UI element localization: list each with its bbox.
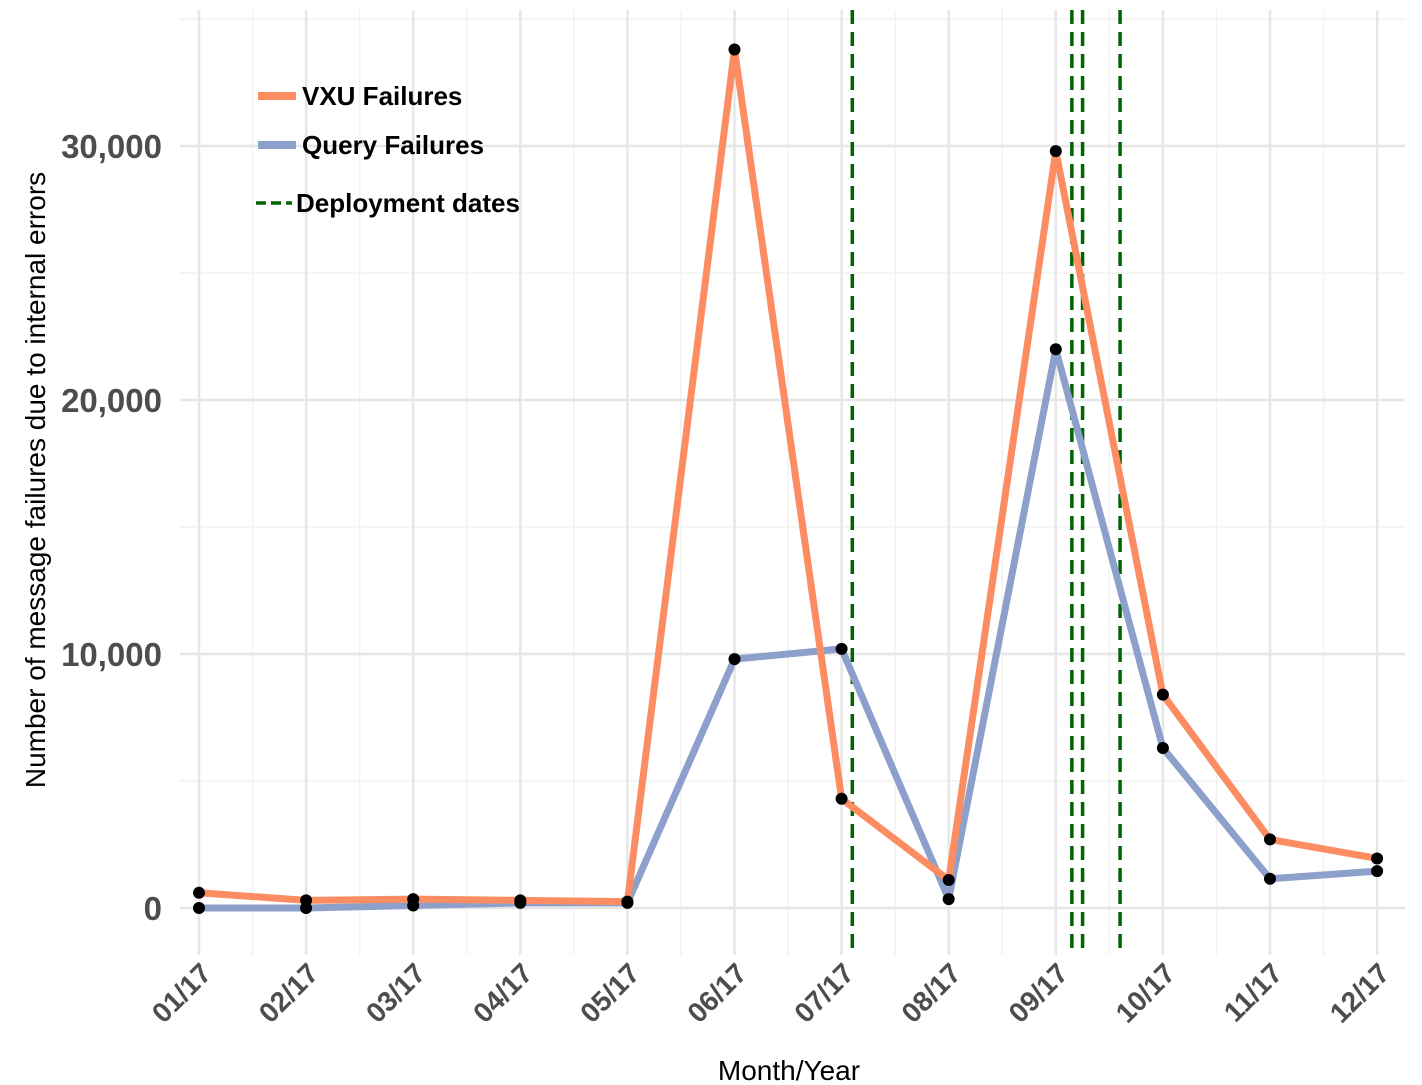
data-point-query: [300, 902, 313, 914]
data-point-query: [1264, 872, 1276, 885]
data-point-query: [1156, 741, 1169, 754]
x-tick-label: 09/17: [1003, 957, 1074, 1028]
x-tick-label: 03/17: [360, 957, 431, 1028]
series-lines: [195, 45, 1381, 912]
legend-label-deployment: Deployment dates: [296, 188, 520, 218]
data-points: [193, 43, 1384, 914]
y-tick-label: 10,000: [61, 636, 162, 673]
data-point-vxu: [193, 886, 205, 899]
data-point-vxu: [942, 874, 955, 887]
data-point-vxu: [1156, 688, 1169, 701]
data-point-query: [835, 642, 848, 655]
data-point-query: [1049, 343, 1062, 356]
data-point-vxu: [1264, 833, 1276, 846]
legend-label-query: Query Failures: [302, 130, 484, 160]
x-tick-label: 04/17: [467, 957, 538, 1028]
y-tick-label: 30,000: [61, 128, 162, 165]
y-axis-title: Number of message failures due to intern…: [20, 172, 51, 788]
data-point-query: [621, 896, 634, 909]
x-tick-label: 06/17: [681, 957, 752, 1028]
x-tick-label: 05/17: [574, 957, 645, 1028]
data-point-vxu: [1371, 852, 1384, 865]
data-point-vxu: [728, 43, 741, 56]
y-tick-label: 0: [144, 890, 162, 927]
data-point-vxu: [835, 792, 848, 805]
x-tick-label: 12/17: [1324, 957, 1395, 1028]
x-axis-ticks: 01/17 02/17 03/17 04/17 05/17 06/17 07/17 08/17…: [146, 957, 1396, 1028]
x-tick-label: 10/17: [1110, 957, 1181, 1028]
series-line-query: [195, 345, 1381, 912]
legend-label-vxu: VXU Failures: [302, 81, 462, 111]
data-point-query: [193, 902, 205, 914]
x-tick-label: 01/17: [146, 957, 217, 1028]
x-tick-label: 11/17: [1218, 957, 1288, 1027]
x-tick-label: 08/17: [895, 957, 966, 1028]
y-axis-ticks: 0 10,000 20,000 30,000: [61, 128, 162, 927]
x-axis-title: Month/Year: [718, 1055, 860, 1085]
data-point-query: [728, 653, 741, 666]
y-tick-label: 20,000: [61, 382, 162, 419]
x-tick-label: 02/17: [253, 957, 324, 1028]
data-point-query: [1371, 865, 1384, 878]
series-line-vxu: [195, 45, 1381, 906]
data-point-query: [407, 899, 420, 912]
data-point-query: [942, 893, 955, 906]
legend: VXU Failures Query Failures Deployment d…: [256, 81, 520, 218]
data-point-vxu: [1049, 145, 1062, 158]
data-point-query: [514, 896, 527, 909]
deployment-date-lines: [850, 10, 1122, 955]
x-tick-label: 07/17: [788, 957, 859, 1028]
